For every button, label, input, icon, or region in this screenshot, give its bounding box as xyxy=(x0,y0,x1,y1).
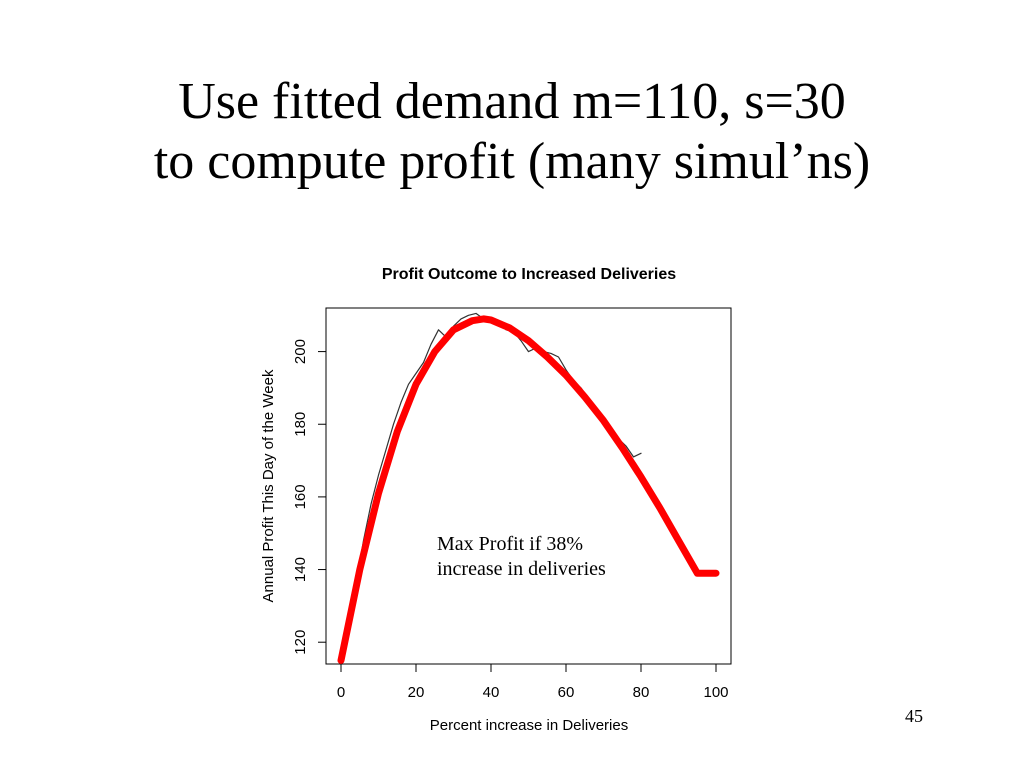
x-tick-label: 100 xyxy=(703,684,728,701)
x-tick-label: 40 xyxy=(483,684,500,701)
x-tick-label: 0 xyxy=(337,684,345,701)
y-tick-label: 120 xyxy=(292,630,309,655)
x-axis-label: Percent increase in Deliveries xyxy=(430,717,628,734)
y-tick-label: 140 xyxy=(292,557,309,582)
annotation-line-1: Max Profit if 38% xyxy=(437,533,584,555)
y-axis-label: Annual Profit This Day of the Week xyxy=(260,369,277,602)
slide-title: Use fitted demand m=110, s=30 to compute… xyxy=(0,72,1024,192)
plot-frame xyxy=(325,307,732,665)
y-tick-label: 160 xyxy=(292,484,309,509)
x-tick-label: 80 xyxy=(633,684,650,701)
fitted-profit-curve xyxy=(337,315,720,664)
slide-title-line-1: Use fitted demand m=110, s=30 xyxy=(178,73,846,130)
x-tick-label: 20 xyxy=(408,684,425,701)
y-tick-label: 200 xyxy=(292,339,309,364)
x-tick-label: 60 xyxy=(558,684,575,701)
annotation-line-2: increase in deliveries xyxy=(437,558,606,580)
slide-title-line-2: to compute profit (many simul’ns) xyxy=(153,133,871,190)
max-profit-annotation: Max Profit if 38% increase in deliveries xyxy=(437,532,606,582)
chart-title: Profit Outcome to Increased Deliveries xyxy=(382,266,676,283)
y-tick-label: 180 xyxy=(292,412,309,437)
page-number: 45 xyxy=(905,706,923,726)
simulated-profit-line xyxy=(340,312,642,658)
